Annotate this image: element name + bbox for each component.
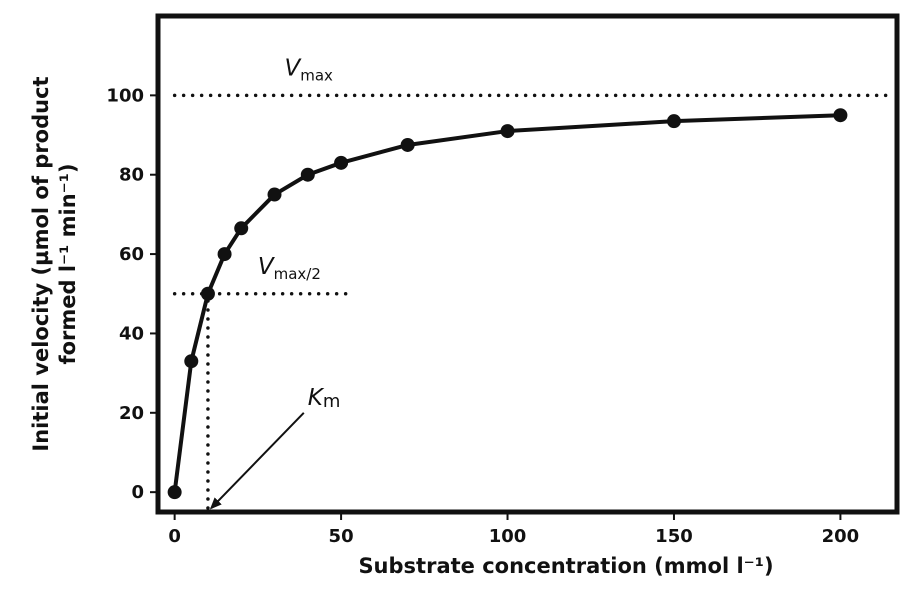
- data-point: [500, 124, 515, 139]
- data-point: [400, 137, 415, 152]
- data-point: [300, 167, 315, 182]
- data-point: [184, 354, 199, 369]
- y-tick-label: 60: [119, 244, 144, 265]
- x-axis-ticks: 0 50 100 150 200: [168, 512, 859, 547]
- data-point: [334, 155, 349, 170]
- data-point: [167, 485, 182, 500]
- y-tick-label: 40: [119, 323, 144, 344]
- data-point: [833, 108, 848, 123]
- x-tick-label: 150: [655, 526, 693, 547]
- y-tick-label: 100: [106, 85, 144, 106]
- y-tick-label: 20: [119, 403, 144, 424]
- km-label: Km: [308, 385, 341, 412]
- x-tick-label: 0: [168, 526, 181, 547]
- y-tick-label: 80: [119, 165, 144, 186]
- y-axis-title: Initial velocity (µmol of product formed…: [29, 76, 80, 451]
- data-point: [200, 286, 215, 301]
- vmax-label-sub: max: [300, 67, 333, 85]
- km-label-main: K: [308, 385, 325, 411]
- plot-frame: [155, 13, 900, 515]
- x-tick-label: 50: [329, 526, 354, 547]
- y-axis-title-line2: formed l⁻¹ min⁻¹): [56, 163, 80, 364]
- y-axis-ticks: 0 20 40 60 80 100: [106, 85, 158, 503]
- vmax-label: Vmax: [284, 56, 333, 85]
- data-point: [666, 114, 681, 129]
- y-axis-title-line1: Initial velocity (µmol of product: [29, 76, 53, 451]
- x-axis-title: Substrate concentration (mmol l⁻¹): [358, 554, 773, 578]
- y-tick-label: 0: [131, 482, 144, 503]
- series-layer: [167, 108, 848, 500]
- x-tick-label: 200: [822, 526, 860, 547]
- half-vmax-label-main: V: [258, 254, 276, 280]
- half-vmax-label-sub: max/2: [274, 265, 321, 283]
- km-arrow: [209, 412, 305, 510]
- data-point: [217, 247, 232, 262]
- series-line: [172, 113, 841, 493]
- reference-lines: [172, 93, 893, 510]
- x-tick-label: 100: [489, 526, 527, 547]
- data-point: [267, 187, 282, 202]
- vmax-label-main: V: [284, 56, 302, 82]
- half-vmax-label: Vmax/2: [258, 254, 321, 283]
- km-label-sub: m: [323, 391, 341, 412]
- data-point: [234, 221, 249, 236]
